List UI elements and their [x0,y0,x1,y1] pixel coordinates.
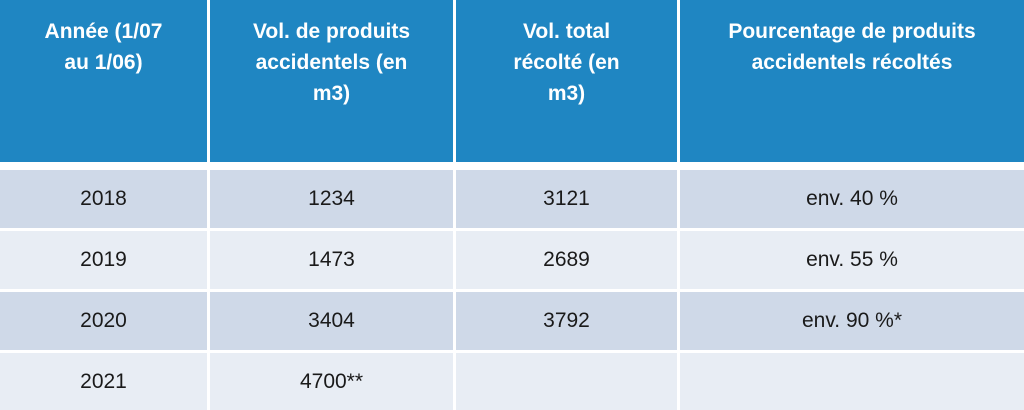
cell-accidental-volume: 1234 [210,170,456,228]
cell-year: 2020 [0,292,210,350]
cell-year: 2021 [0,353,210,410]
header-total-volume: Vol. total récolté (en m3) [456,0,680,162]
cell-percentage: env. 90 %* [680,292,1024,350]
cell-total-volume: 3121 [456,170,680,228]
cell-percentage: env. 55 % [680,231,1024,289]
cell-accidental-volume: 1473 [210,231,456,289]
cell-accidental-volume: 3404 [210,292,456,350]
cell-total-volume: 2689 [456,231,680,289]
table-row: 2019 1473 2689 env. 55 % [0,231,1024,289]
cell-total-volume: 3792 [456,292,680,350]
table-header-row: Année (1/07 au 1/06) Vol. de produits ac… [0,0,1024,162]
table-row: 2018 1234 3121 env. 40 % [0,170,1024,228]
cell-year: 2019 [0,231,210,289]
cell-year: 2018 [0,170,210,228]
cell-accidental-volume: 4700** [210,353,456,410]
header-accidental-volume: Vol. de produits accidentels (en m3) [210,0,456,162]
table-row: 2021 4700** [0,353,1024,410]
cell-percentage: env. 40 % [680,170,1024,228]
header-separator [0,162,1024,170]
table-row: 2020 3404 3792 env. 90 %* [0,292,1024,350]
header-percentage: Pourcentage de produits accidentels réco… [680,0,1024,162]
cell-percentage [680,353,1024,410]
header-year: Année (1/07 au 1/06) [0,0,210,162]
cell-total-volume [456,353,680,410]
